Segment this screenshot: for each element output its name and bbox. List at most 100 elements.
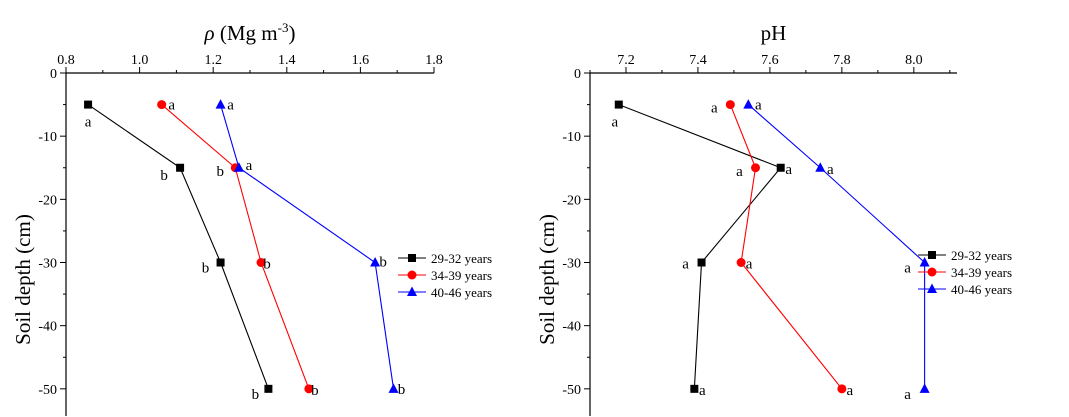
legend-marker: [927, 267, 937, 277]
data-point: [919, 257, 930, 267]
series-29-32-years: a b b b: [84, 100, 273, 403]
significance-letter: a: [904, 261, 911, 277]
series-line: [618, 104, 782, 389]
legend-label: 34-39 years: [951, 265, 1012, 280]
chart-title: ρ (Mg m-3): [204, 20, 296, 45]
series-line: [729, 104, 843, 390]
chart-title: pH: [761, 21, 787, 45]
series-34-39-years: a a a a: [711, 100, 854, 399]
series-line: [161, 104, 310, 390]
significance-letter: a: [682, 257, 689, 273]
y-tick-label: -50: [562, 383, 581, 398]
y-tick-label: -20: [562, 193, 581, 208]
y-tick-label: -40: [38, 320, 57, 335]
significance-letter: a: [85, 115, 92, 131]
data-point: [84, 100, 93, 109]
data-point: [697, 258, 706, 267]
legend-marker: [407, 286, 417, 296]
data-point: [215, 99, 226, 109]
significance-letter: b: [379, 255, 387, 271]
x-tick-label: 7.6: [761, 53, 779, 68]
chart-panel-1: 0.8 1.0 1.2 1.4 1.6 1.8 0 -10 -20 -30 -40 -50 ρ (Mg …: [11, 20, 492, 416]
data-point: [370, 257, 381, 267]
x-tick-label: 8.0: [905, 53, 923, 68]
significance-letter: a: [711, 101, 718, 117]
significance-letter: a: [827, 162, 834, 178]
series-40-46-years: a a a a: [743, 98, 930, 403]
x-tick-label: 7.8: [833, 53, 851, 68]
y-tick-label: 0: [50, 67, 57, 82]
legend-label: 40-46 years: [951, 282, 1012, 297]
x-tick-label: 1.2: [204, 53, 222, 68]
series-40-46-years: a a b b: [215, 98, 406, 398]
series-34-39-years: a b b b: [157, 98, 319, 399]
significance-letter: a: [168, 98, 175, 114]
x-tick-label: 0.8: [57, 53, 75, 68]
chart-panel-2: 7.2 7.4 7.6 7.8 8.0 0 -10 -20 -30 -40 -50 pH Soil de…: [535, 21, 1012, 416]
series-line: [220, 104, 395, 389]
significance-letter: b: [217, 164, 225, 180]
data-point: [176, 163, 185, 172]
legend-label: 29-32 years: [431, 251, 492, 266]
y-axis-label: Soil depth (cm): [535, 214, 559, 345]
legend-label: 29-32 years: [951, 248, 1012, 263]
data-point: [304, 384, 314, 394]
significance-letter: a: [746, 257, 753, 273]
data-point: [751, 163, 761, 173]
y-tick-label: -40: [562, 320, 581, 335]
significance-letter: b: [202, 261, 210, 277]
legend-marker: [408, 254, 416, 262]
y-tick-label: -10: [562, 130, 581, 145]
y-tick-label: -50: [38, 383, 57, 398]
legend-marker: [407, 270, 417, 280]
significance-letter: a: [699, 383, 706, 399]
y-tick-label: -30: [38, 257, 57, 272]
x-tick-label: 1.6: [352, 53, 370, 68]
x-tick-label: 1.8: [425, 53, 443, 68]
data-point: [736, 258, 746, 268]
data-point: [919, 383, 930, 393]
data-point: [815, 162, 826, 172]
significance-letter: a: [785, 162, 792, 178]
legend-label: 34-39 years: [431, 268, 492, 283]
data-point: [216, 258, 225, 267]
series-line: [87, 104, 269, 390]
y-axis-label: Soil depth (cm): [11, 214, 35, 345]
data-point: [743, 99, 754, 109]
significance-letter: b: [160, 168, 168, 184]
legend: 29-32 years 34-39 years 40-46 years: [918, 248, 1012, 297]
significance-letter: a: [227, 98, 234, 114]
data-point: [233, 162, 244, 172]
significance-letter: b: [398, 382, 406, 398]
legend-label: 40-46 years: [431, 285, 492, 300]
data-point: [837, 384, 847, 394]
significance-letter: b: [263, 257, 271, 273]
significance-letter: a: [611, 115, 618, 131]
legend-marker: [927, 283, 937, 293]
significance-letter: b: [311, 383, 319, 399]
data-point: [776, 163, 785, 172]
y-tick-label: -30: [562, 257, 581, 272]
data-point: [388, 383, 399, 393]
y-tick-label: 0: [574, 67, 581, 82]
data-point: [690, 384, 699, 393]
y-tick-label: -20: [38, 193, 57, 208]
x-tick-label: 1.0: [131, 53, 149, 68]
series-29-32-years: a a a a: [611, 100, 792, 399]
x-tick-label: 1.4: [278, 53, 296, 68]
data-point: [264, 384, 273, 393]
legend: 29-32 years 34-39 years 40-46 years: [398, 251, 492, 300]
x-tick-label: 7.2: [617, 53, 635, 68]
y-tick-label: -10: [38, 130, 57, 145]
data-point: [157, 100, 167, 110]
significance-letter: b: [252, 387, 260, 403]
data-point: [725, 100, 735, 110]
x-tick-label: 7.4: [689, 53, 707, 68]
significance-letter: a: [246, 158, 253, 174]
significance-letter: a: [904, 387, 911, 403]
data-point: [614, 100, 623, 109]
significance-letter: a: [847, 383, 854, 399]
series-line: [747, 104, 926, 389]
significance-letter: a: [736, 164, 743, 180]
